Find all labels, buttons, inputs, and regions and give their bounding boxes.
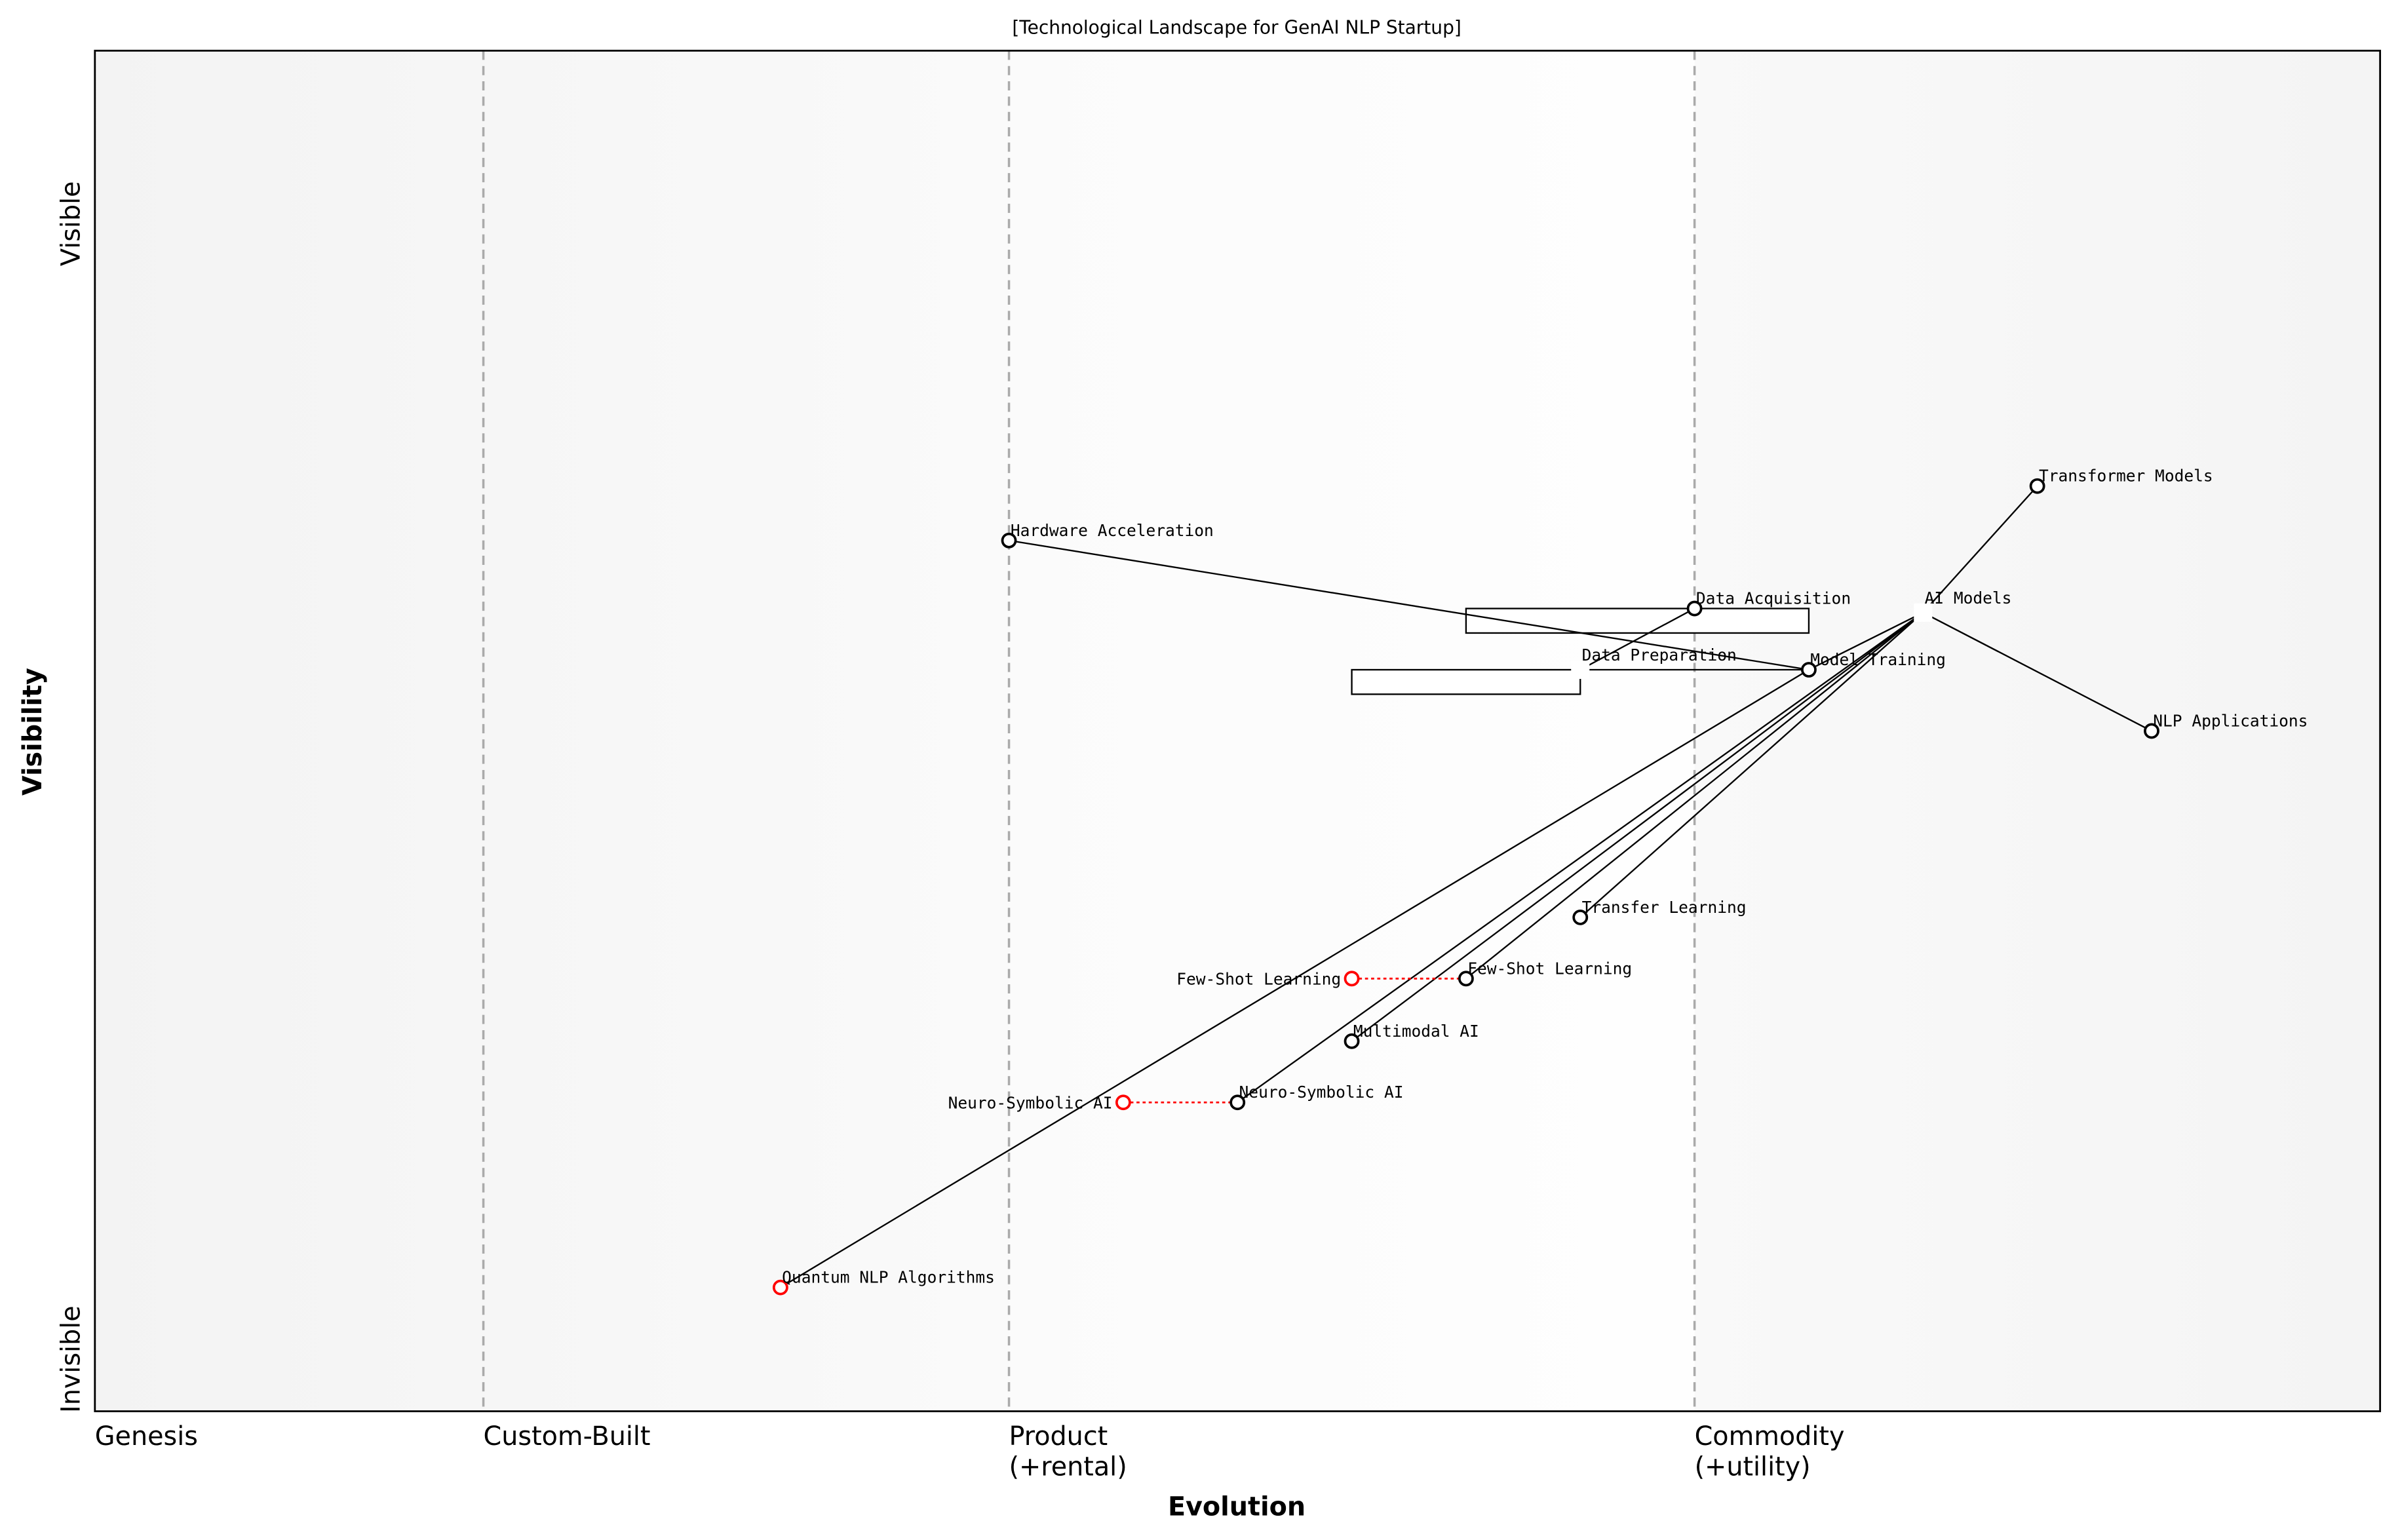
x-axis-label: Evolution [1168,1492,1306,1522]
dependency-link [780,669,1810,1288]
pipeline-box [1465,607,1810,634]
component-node [1458,971,1474,987]
component-label: Transformer Models [2039,467,2213,486]
dependency-link [1579,607,1695,671]
stage-band [94,50,484,1412]
stage-sublabel: (+rental) [1009,1452,1127,1482]
stage-dividers [482,50,1696,1412]
plot-frame [94,49,2382,1412]
map-title: [Technological Landscape for GenAI NLP S… [1012,17,1461,39]
component-label: NLP Applications [2153,711,2308,730]
links [780,485,2152,1288]
pipeline-box [1351,668,1581,695]
evolving-node [772,1279,788,1296]
component-node [1686,600,1703,617]
component-node [1801,662,1817,678]
component-label: Data Acquisition [1696,589,1851,608]
evolving-label: Few-Shot Learning [1176,970,1341,989]
stage-label: Product [1009,1421,1108,1452]
stage-labels: Genesis Custom-Built Product(+rental) Commo… [95,1421,1845,1482]
y-top-label: Visible [56,181,86,266]
component-label: Few-Shot Learning [1467,959,1632,978]
component-label: AI Models [1925,588,2012,607]
dependency-link [1465,611,1924,980]
pipelines [1351,607,1810,695]
evolving-label: Neuro-Symbolic AI [948,1094,1113,1113]
anchor-mask [1914,603,1933,622]
dependency-link [1579,611,1924,918]
evolving-node [1115,1094,1131,1111]
stage-sublabel: (+utility) [1695,1452,1811,1482]
component-node [1001,532,1017,549]
stage-band [483,50,1009,1412]
component-label: Transfer Learning [1582,898,1747,917]
stage-label: Genesis [95,1421,198,1452]
stage-band [1694,50,2380,1412]
stage-label: Commodity [1695,1421,1845,1452]
y-axis-label: Visibility [18,668,48,796]
evolving-node [1344,971,1360,987]
anchor-mask [1571,661,1590,680]
component-node [1572,909,1589,925]
component-node [1229,1094,1246,1111]
component-node [2029,478,2045,494]
stage-label: Custom-Built [484,1421,651,1452]
component-label: Hardware Acceleration [1011,521,1214,540]
component-label: Neuro-Symbolic AI [1239,1083,1404,1102]
evolving-label: Quantum NLP Algorithms [782,1268,995,1287]
evolution-arrows [1123,977,1466,1104]
stage-band [1009,50,1695,1412]
dependency-link [1237,611,1924,1104]
component-label: Multimodal AI [1353,1022,1479,1041]
y-bottom-label: Invisible [56,1305,86,1413]
dependency-link [1808,611,1924,671]
dependency-link [1009,539,1810,671]
component-label: Model Training [1810,650,1946,669]
dependency-link [1351,611,1924,1042]
component-node [2144,723,2159,739]
components: AI Models Data Preparation Hardware Accele… [772,467,2308,1296]
component-label: Data Preparation [1582,645,1737,664]
dependency-link [1922,611,2152,732]
dependency-link [1922,485,2038,613]
stage-backgrounds [94,50,2380,1412]
component-node [1344,1033,1360,1049]
